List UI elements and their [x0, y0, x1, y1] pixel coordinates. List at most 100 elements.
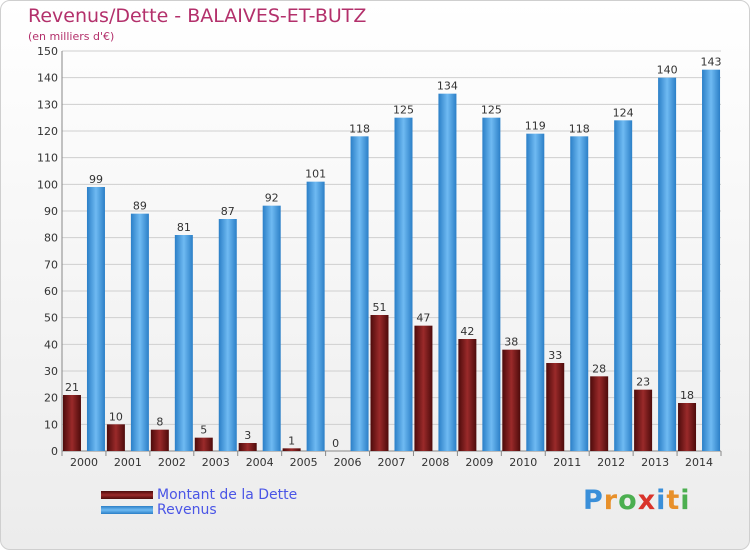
data-label-dette: 42	[460, 325, 474, 338]
grid-layer	[62, 50, 721, 452]
bar-dette	[634, 389, 653, 451]
y-tick-label: 60	[44, 285, 58, 298]
data-label-dette: 1	[288, 434, 295, 447]
bar-revenus	[130, 213, 149, 451]
logo-letter: r	[603, 485, 619, 516]
legend-label-dette: Montant de la Dette	[157, 487, 298, 503]
bar-dette	[678, 403, 697, 451]
data-label-revenus: 134	[437, 80, 458, 93]
chart-title: Revenus/Dette - BALAIVES-ET-BUTZ	[28, 5, 367, 27]
y-tick-label: 90	[44, 205, 58, 218]
data-label-dette: 0	[332, 437, 339, 450]
y-tick-label: 30	[44, 365, 58, 378]
bar-revenus	[570, 136, 589, 452]
bar-revenus	[262, 205, 281, 451]
y-tick-label: 80	[44, 232, 58, 245]
bar-dette	[458, 339, 477, 451]
bar-dette	[282, 448, 301, 451]
x-tick-label: 2007	[378, 456, 406, 469]
logo-letter: i	[656, 485, 667, 516]
y-tick-label: 10	[44, 418, 58, 431]
y-tick-label: 40	[44, 338, 58, 351]
y-tick-label: 0	[51, 445, 58, 458]
bar-dette	[194, 437, 213, 451]
x-tick-label: 2004	[246, 456, 274, 469]
data-label-revenus: 92	[265, 192, 279, 205]
data-label-dette: 38	[504, 336, 518, 349]
data-label-dette: 5	[200, 424, 207, 437]
bar-dette	[238, 443, 257, 451]
bar-revenus	[86, 187, 105, 451]
bar-revenus	[482, 117, 501, 452]
bar-revenus	[438, 93, 457, 452]
x-tick-label: 2000	[70, 456, 98, 469]
logo-letter: P	[583, 485, 604, 516]
logo-letter: t	[666, 485, 681, 516]
legend-item-dette: Montant de la Dette	[101, 487, 298, 503]
chart-subtitle: (en milliers d'€)	[28, 30, 115, 43]
proxiti-logo: Proxiti	[583, 485, 691, 516]
bar-revenus	[702, 69, 721, 452]
bar-dette	[370, 315, 389, 451]
bar-revenus	[350, 136, 369, 452]
data-label-revenus: 125	[393, 104, 414, 117]
x-tick-label: 2002	[158, 456, 186, 469]
bar-revenus	[306, 181, 325, 451]
bar-dette	[106, 424, 125, 451]
data-label-dette: 3	[244, 429, 251, 442]
data-label-dette: 28	[592, 362, 606, 375]
y-tick-label: 100	[37, 178, 58, 191]
x-tick-label: 2005	[290, 456, 318, 469]
data-label-dette: 21	[65, 381, 79, 394]
logo-letter: i	[680, 485, 691, 516]
x-tick-label: 2010	[509, 456, 537, 469]
legend-item-revenus: Revenus	[101, 502, 217, 518]
data-label-revenus: 118	[349, 122, 370, 135]
data-label-revenus: 101	[305, 168, 326, 181]
y-tick-label: 150	[37, 45, 58, 58]
x-tick-label: 2001	[114, 456, 142, 469]
x-tick-label: 2012	[597, 456, 625, 469]
x-tick-label: 2014	[685, 456, 713, 469]
data-label-revenus: 125	[481, 104, 502, 117]
x-tick-label: 2003	[202, 456, 230, 469]
x-tick-label: 2009	[465, 456, 493, 469]
bar-revenus	[394, 117, 413, 452]
data-label-dette: 23	[636, 376, 650, 389]
bar-revenus	[658, 77, 677, 452]
data-label-revenus: 87	[221, 205, 235, 218]
data-label-revenus: 143	[701, 56, 722, 69]
logo-letter: o	[618, 485, 638, 516]
data-label-revenus: 89	[133, 200, 147, 213]
data-label-dette: 8	[156, 416, 163, 429]
x-tick-label: 2013	[641, 456, 669, 469]
data-label-dette: 18	[680, 389, 694, 402]
bar-dette	[414, 325, 433, 451]
bar-revenus	[526, 133, 545, 451]
y-tick-label: 130	[37, 98, 58, 111]
bar-revenus	[218, 219, 237, 451]
bar-revenus	[174, 235, 193, 451]
bar-revenus	[614, 120, 633, 451]
legend-swatch-revenus	[101, 506, 153, 514]
y-tick-label: 50	[44, 312, 58, 325]
x-tick-label: 2008	[421, 456, 449, 469]
data-label-dette: 10	[109, 410, 123, 423]
bar-dette	[62, 395, 81, 451]
y-tick-label: 20	[44, 392, 58, 405]
y-tick-label: 120	[37, 125, 58, 138]
data-label-dette: 47	[416, 312, 430, 325]
y-tick-label: 70	[44, 258, 58, 271]
bar-dette	[502, 349, 521, 451]
data-label-revenus: 81	[177, 221, 191, 234]
bar-dette	[150, 429, 169, 451]
data-label-revenus: 124	[613, 106, 634, 119]
y-tick-label: 110	[37, 152, 58, 165]
bar-dette	[546, 363, 565, 451]
data-label-dette: 33	[548, 349, 562, 362]
label-layer: 21 99 10 89 8 81 5 87 3 92 1 101 0 118 51 125 47 134 42 125…	[65, 56, 722, 450]
x-tick-label: 2006	[334, 456, 362, 469]
bar-dette	[590, 376, 609, 451]
